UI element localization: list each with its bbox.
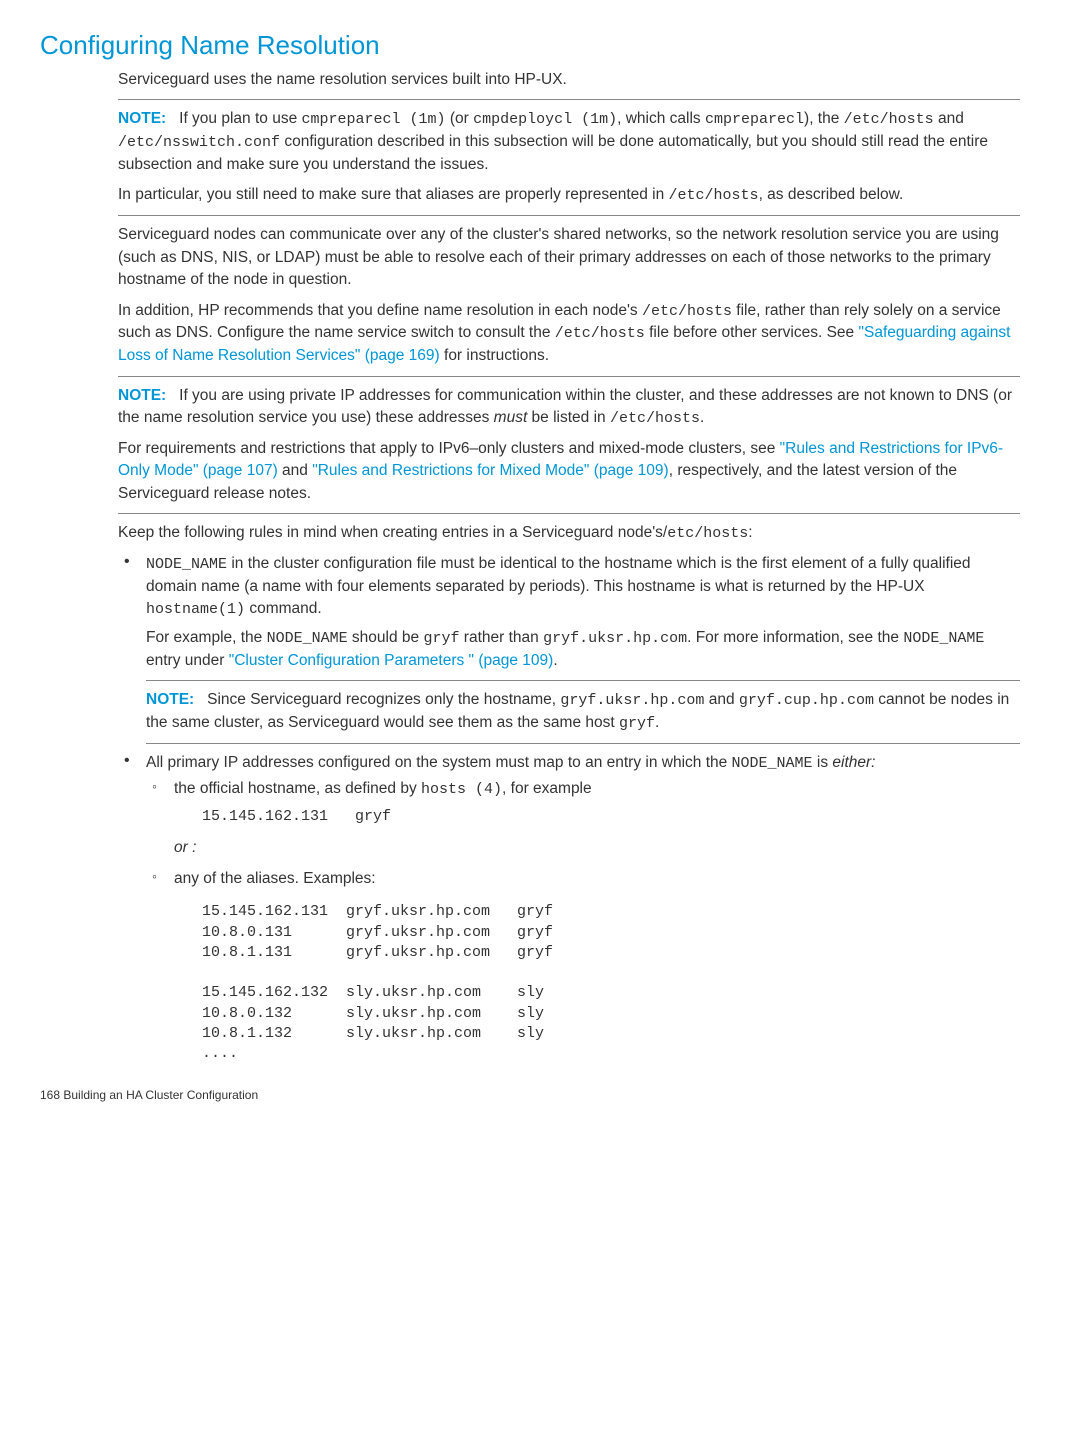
note-label: NOTE: — [118, 387, 166, 404]
divider — [118, 376, 1020, 377]
para-keep-rules: Keep the following rules in mind when cr… — [118, 522, 1020, 545]
note-label: NOTE: — [146, 691, 194, 708]
note-text: For requirements and restrictions that a… — [118, 440, 780, 457]
text: , for example — [502, 780, 592, 797]
note-2-para2: For requirements and restrictions that a… — [118, 438, 1020, 505]
rules-list: NODE_NAME in the cluster configuration f… — [118, 553, 1020, 1064]
note-text: . — [655, 714, 659, 731]
sub-item-2: any of the aliases. Examples: — [174, 868, 1020, 890]
note-3: NOTE: Since Serviceguard recognizes only… — [146, 689, 1020, 735]
divider — [118, 99, 1020, 100]
text: In addition, HP recommends that you defi… — [118, 302, 642, 319]
text: for instructions. — [440, 347, 549, 364]
list-item: All primary IP addresses configured on t… — [118, 752, 1020, 1065]
code-block-host-2: 15.145.162.131 gryf.uksr.hp.com gryf 10.… — [202, 902, 1020, 1064]
code: NODE_NAME — [903, 630, 984, 647]
code: etc/hosts — [667, 525, 748, 542]
divider — [118, 215, 1020, 216]
text: . — [553, 652, 557, 669]
emphasis: must — [494, 409, 528, 426]
code: hostname(1) — [146, 601, 245, 618]
note-2: NOTE: If you are using private IP addres… — [118, 385, 1020, 430]
code: NODE_NAME — [267, 630, 348, 647]
text: entry under — [146, 652, 229, 669]
code: gryf — [619, 715, 655, 732]
code: gryf.uksr.hp.com — [560, 692, 704, 709]
or-text: or : — [174, 837, 1020, 859]
code: cmpreparecl (1m) — [302, 111, 446, 128]
page-footer: 168 Building an HA Cluster Configuration — [40, 1088, 1020, 1102]
note-text: If you plan to use — [179, 110, 301, 127]
code: /etc/hosts — [610, 410, 700, 427]
code: hosts (4) — [421, 781, 502, 798]
section-heading: Configuring Name Resolution — [40, 30, 1020, 61]
sub-item-1: the official hostname, as defined by hos… — [174, 778, 1020, 801]
text: is — [813, 754, 833, 771]
text: command. — [245, 600, 322, 617]
note-text: , which calls — [617, 110, 705, 127]
note-label: NOTE: — [118, 110, 166, 127]
note-text: and — [704, 691, 738, 708]
text: the official hostname, as defined by — [174, 780, 421, 797]
code: gryf.cup.hp.com — [739, 692, 874, 709]
text: rather than — [459, 629, 543, 646]
text: : — [748, 524, 752, 541]
note-1: NOTE: If you plan to use cmpreparecl (1m… — [118, 108, 1020, 176]
note-text: Since Serviceguard recognizes only the h… — [207, 691, 560, 708]
text: Keep the following rules in mind when cr… — [118, 524, 667, 541]
xref-mixed-rules[interactable]: "Rules and Restrictions for Mixed Mode" … — [312, 462, 668, 479]
code: /etc/hosts — [555, 325, 645, 342]
code: /etc/hosts — [642, 303, 732, 320]
text: in the cluster configuration file must b… — [146, 555, 971, 595]
code: NODE_NAME — [146, 556, 227, 573]
code: NODE_NAME — [732, 755, 813, 772]
note-1-para2: In particular, you still need to make su… — [118, 184, 1020, 207]
divider — [146, 680, 1020, 681]
code: cmpreparecl — [705, 111, 804, 128]
code: cmpdeploycl (1m) — [473, 111, 617, 128]
code: gryf.uksr.hp.com — [543, 630, 687, 647]
para-shared-networks: Serviceguard nodes can communicate over … — [118, 224, 1020, 291]
note-text: , as described below. — [759, 186, 904, 203]
note-text: and — [278, 462, 312, 479]
sub-list: the official hostname, as defined by hos… — [146, 778, 1020, 1064]
code: /etc/hosts — [844, 111, 934, 128]
list-item: the official hostname, as defined by hos… — [146, 778, 1020, 859]
code: gryf — [423, 630, 459, 647]
list-item: any of the aliases. Examples: 15.145.162… — [146, 868, 1020, 1064]
text: For example, the — [146, 629, 267, 646]
divider — [118, 513, 1020, 514]
text: . For more information, see the — [687, 629, 903, 646]
note-text: (or — [446, 110, 474, 127]
intro-para: Serviceguard uses the name resolution se… — [118, 69, 1020, 91]
bullet-2-para1: All primary IP addresses configured on t… — [146, 752, 1020, 775]
text: file before other services. See — [645, 324, 859, 341]
text: All primary IP addresses configured on t… — [146, 754, 732, 771]
note-text: be listed in — [527, 409, 610, 426]
bullet-1-para1: NODE_NAME in the cluster configuration f… — [146, 553, 1020, 621]
emphasis: either: — [832, 754, 875, 771]
note-text: ), the — [804, 110, 844, 127]
code: /etc/hosts — [669, 187, 759, 204]
xref-cluster-config[interactable]: "Cluster Configuration Parameters " (pag… — [229, 652, 554, 669]
code-block-host-1: 15.145.162.131 gryf — [202, 807, 1020, 827]
divider — [146, 743, 1020, 744]
note-text: and — [934, 110, 964, 127]
para-etc-hosts-recommend: In addition, HP recommends that you defi… — [118, 300, 1020, 368]
code: /etc/nsswitch.conf — [118, 134, 280, 151]
text: should be — [348, 629, 424, 646]
list-item: NODE_NAME in the cluster configuration f… — [118, 553, 1020, 744]
note-text: . — [700, 409, 704, 426]
note-text: In particular, you still need to make su… — [118, 186, 669, 203]
bullet-1-para2: For example, the NODE_NAME should be gry… — [146, 627, 1020, 672]
